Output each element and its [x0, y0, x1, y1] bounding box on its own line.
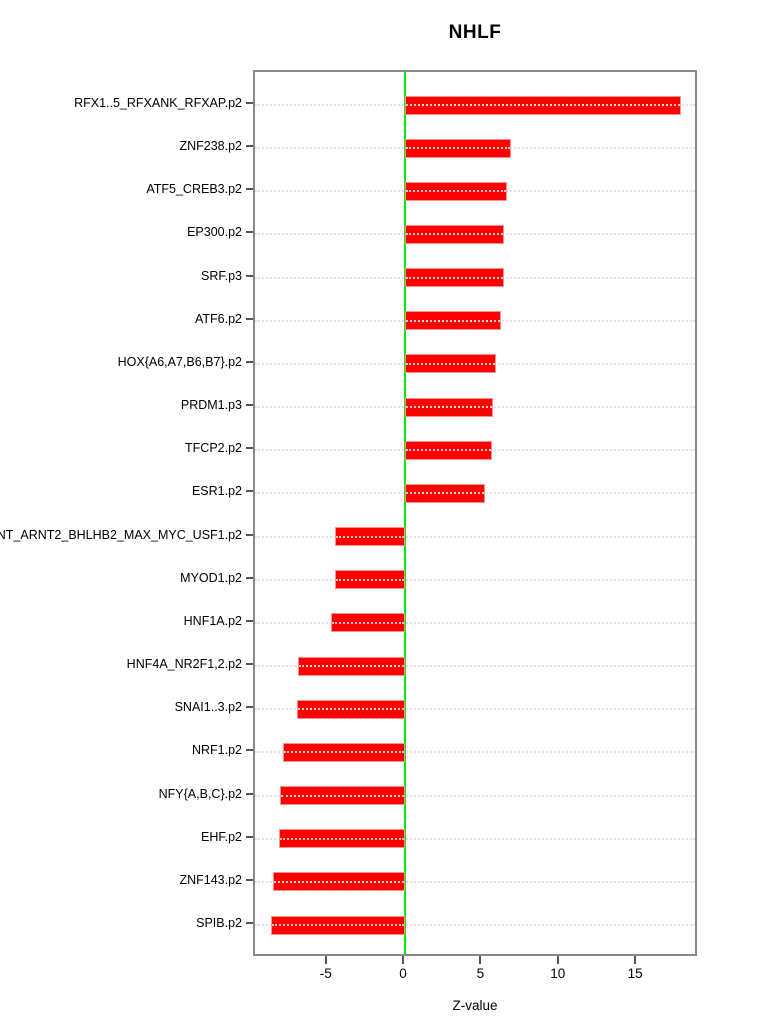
category-label: ZNF238.p2 — [179, 139, 242, 154]
bar — [405, 311, 501, 331]
y-tick — [246, 360, 253, 363]
bar — [273, 872, 406, 892]
category-label: ATF6.p2 — [194, 311, 242, 326]
y-tick — [246, 878, 253, 881]
y-tick — [246, 619, 253, 622]
x-tick — [402, 956, 405, 964]
plot-area — [253, 70, 697, 956]
gridline — [255, 535, 695, 538]
category-label: HNF1A.p2 — [183, 613, 242, 628]
bar — [330, 613, 406, 633]
gridline — [255, 794, 695, 797]
y-tick — [246, 188, 253, 191]
gridline — [255, 621, 695, 624]
category-label: HNF4A_NR2F1,2.p2 — [126, 657, 242, 672]
category-label: ZNF143.p2 — [179, 872, 242, 887]
category-label: ARNT_ARNT2_BHLHB2_MAX_MYC_USF1.p2 — [0, 527, 242, 542]
category-label: EP300.p2 — [187, 225, 242, 240]
bar — [405, 397, 493, 417]
y-tick — [246, 145, 253, 148]
chart-title: NHLF — [448, 22, 502, 43]
category-label: SNAI1..3.p2 — [174, 700, 242, 715]
category-label: HOX{A6,A7,B6,B7}.p2 — [117, 354, 242, 369]
x-tick-label: 5 — [476, 966, 485, 981]
bar — [278, 829, 406, 849]
bar — [271, 915, 406, 935]
category-label: RFX1..5_RFXANK_RFXAP.p2 — [74, 96, 242, 110]
y-tick — [246, 922, 253, 924]
category-label: MYOD1.p2 — [180, 570, 242, 585]
x-axis-title: Z-value — [452, 998, 498, 1013]
bar — [405, 268, 504, 288]
bar — [405, 181, 507, 201]
y-tick — [246, 706, 253, 709]
y-tick — [246, 835, 253, 838]
y-tick — [246, 274, 253, 277]
x-tick — [634, 956, 637, 964]
x-tick-label: 0 — [399, 966, 407, 981]
x-tick-label: 10 — [550, 966, 566, 981]
category-label: TFCP2.p2 — [185, 441, 242, 456]
bar — [334, 570, 406, 590]
bar — [334, 527, 406, 547]
gridline — [255, 837, 695, 840]
category-label: SPIB.p2 — [196, 916, 242, 930]
y-tick — [246, 102, 253, 104]
category-label: NRF1.p2 — [191, 743, 242, 758]
category-label: EHF.p2 — [201, 829, 242, 844]
gridline — [255, 751, 695, 754]
y-tick — [246, 792, 253, 795]
bar — [405, 440, 493, 460]
x-tick — [556, 956, 559, 964]
y-tick — [246, 533, 253, 536]
bar — [280, 786, 406, 806]
y-tick — [246, 447, 253, 450]
category-label: ATF5_CREB3.p2 — [146, 182, 242, 197]
bar — [405, 224, 505, 244]
category-label: NFY{A,B,C}.p2 — [158, 786, 242, 801]
gridline — [255, 708, 695, 711]
bar — [298, 656, 406, 676]
gridline — [255, 665, 695, 668]
bar — [405, 138, 512, 158]
gridline — [255, 578, 695, 581]
category-label: SRF.p3 — [201, 268, 242, 283]
x-tick — [324, 956, 327, 964]
y-tick — [246, 576, 253, 579]
x-tick — [479, 956, 482, 964]
y-tick — [246, 404, 253, 407]
y-tick — [246, 749, 253, 752]
gridline — [255, 924, 695, 926]
bar — [405, 95, 682, 115]
zero-line — [404, 72, 407, 954]
bar — [405, 354, 497, 374]
gridline — [255, 880, 695, 883]
bar — [282, 742, 406, 762]
y-tick — [246, 490, 253, 493]
y-tick — [246, 317, 253, 320]
x-tick-label: -5 — [319, 966, 332, 981]
bar — [405, 483, 486, 503]
bar — [296, 699, 406, 719]
x-tick-label: 15 — [627, 966, 643, 981]
y-tick — [246, 231, 253, 234]
y-tick — [246, 663, 253, 666]
category-label: PRDM1.p3 — [180, 398, 242, 413]
category-label: ESR1.p2 — [191, 484, 242, 499]
